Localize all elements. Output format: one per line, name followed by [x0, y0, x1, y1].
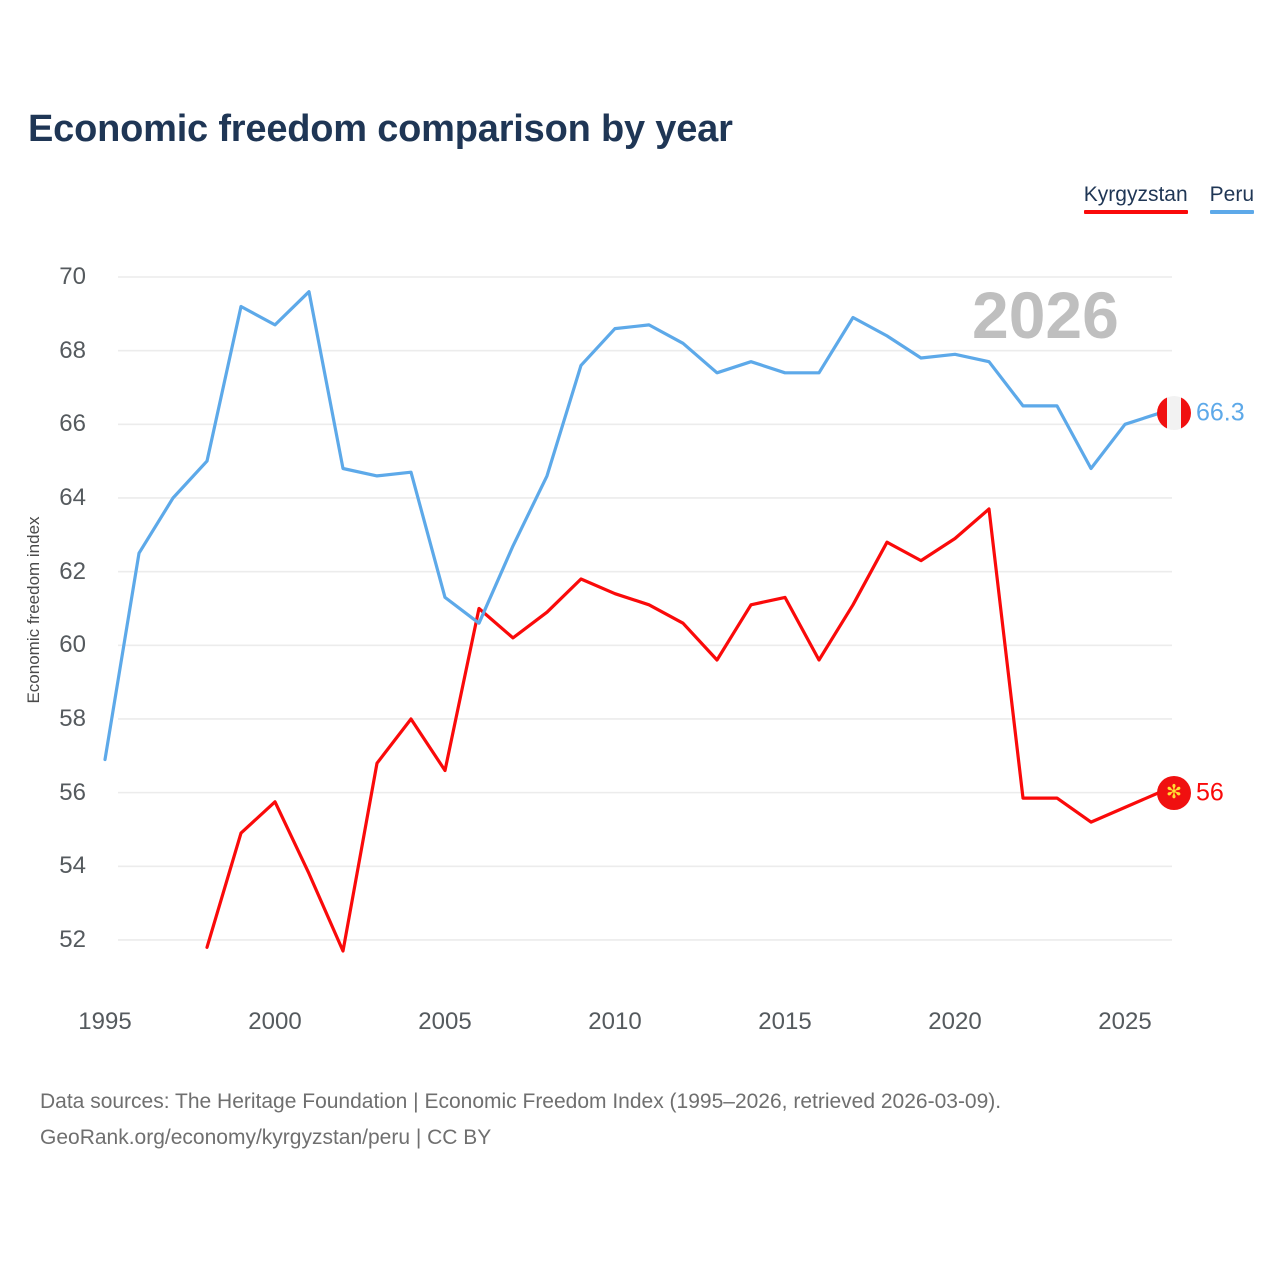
legend: Kyrgyzstan Peru [1083, 183, 1254, 214]
y-axis-tick-label: 60 [59, 631, 86, 659]
footer-line-1: Data sources: The Heritage Foundation | … [40, 1090, 1002, 1113]
y-axis-ticks: 52 54 56 58 60 62 64 66 68 70 [8, 0, 86, 1000]
x-axis-tick-label: 2005 [418, 1008, 472, 1035]
kyrgyzstan-end-value-label: 56 [1196, 778, 1224, 807]
y-axis-tick-label: 58 [59, 704, 86, 732]
legend-label-peru: Peru [1209, 183, 1254, 206]
kyrgyzstan-flag-icon: ✻ [1157, 775, 1191, 810]
sun-emblem-icon: ✻ [1166, 782, 1182, 804]
y-axis-tick-label: 52 [59, 925, 86, 953]
y-axis-tick-label: 62 [59, 557, 86, 585]
x-axis-tick-label: 2020 [928, 1008, 982, 1035]
footer-line-2: GeoRank.org/economy/kyrgyzstan/peru | CC… [40, 1126, 492, 1149]
legend-rule-kyrgyzstan [1083, 210, 1188, 214]
legend-item-peru[interactable]: Peru [1209, 183, 1254, 214]
y-axis-tick-label: 68 [59, 336, 86, 364]
x-axis-tick-label: 1995 [78, 1008, 132, 1035]
series-line-kyrgyzstan [205, 507, 1161, 953]
legend-item-kyrgyzstan[interactable]: Kyrgyzstan [1083, 183, 1188, 214]
peru-flag-icon [1157, 396, 1191, 431]
y-axis-tick-label: 56 [59, 778, 86, 806]
series-lines [103, 290, 1161, 953]
legend-rule-peru [1209, 210, 1254, 214]
y-axis-tick-label: 66 [59, 410, 86, 438]
x-axis-tick-label: 2010 [588, 1008, 642, 1035]
legend-label-kyrgyzstan: Kyrgyzstan [1083, 183, 1188, 206]
x-axis-tick-label: 2025 [1098, 1008, 1152, 1035]
year-watermark: 2026 [972, 278, 1119, 352]
peru-end-value-label: 66.3 [1196, 398, 1245, 427]
x-axis-tick-label: 2015 [758, 1008, 812, 1035]
y-axis-tick-label: 64 [59, 483, 86, 511]
gridlines [118, 276, 1172, 941]
page-title: Economic freedom comparison by year [28, 108, 733, 150]
series-line-peru [103, 290, 1161, 762]
y-axis-tick-label: 70 [59, 263, 86, 290]
y-axis-tick-label: 54 [59, 852, 86, 880]
x-axis-tick-label: 2000 [248, 1008, 302, 1035]
